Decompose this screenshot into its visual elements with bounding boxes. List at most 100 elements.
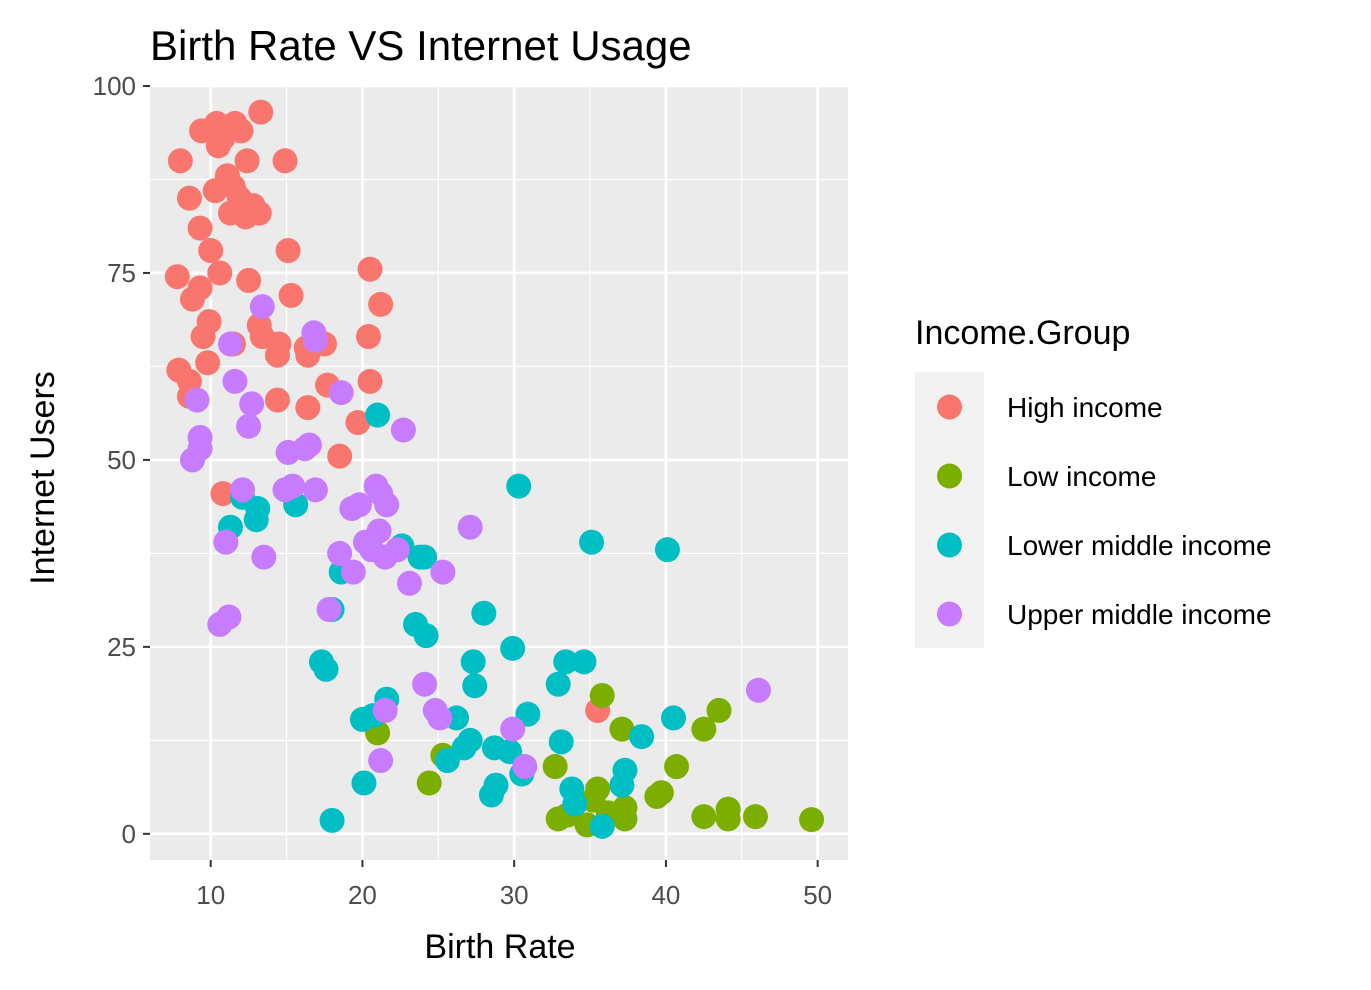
scatter-point: [629, 724, 655, 750]
scatter-point: [457, 514, 483, 540]
y-tick-label: 100: [93, 71, 136, 101]
scatter-point: [462, 673, 488, 699]
x-tick-label: 50: [803, 880, 832, 910]
scatter-point: [430, 559, 456, 585]
scatter-point: [357, 256, 383, 282]
scatter-point: [243, 507, 269, 533]
scatter-point: [249, 294, 275, 320]
scatter-point: [390, 417, 416, 443]
x-tick-label: 20: [348, 880, 377, 910]
scatter-point: [545, 671, 571, 697]
scatter-point: [500, 716, 526, 742]
scatter-point: [233, 204, 259, 230]
scatter-point: [195, 350, 221, 376]
legend-label: Lower middle income: [1007, 530, 1272, 561]
y-axis: 0 25 50 75 100: [93, 71, 150, 849]
scatter-point: [589, 682, 615, 708]
scatter-point: [327, 540, 353, 566]
scatter-point: [187, 215, 213, 241]
legend-key: [937, 532, 962, 558]
scatter-point: [372, 697, 398, 723]
scatter-point: [427, 705, 453, 731]
x-axis: 10 20 30 40 50: [196, 860, 832, 910]
scatter-point: [275, 238, 301, 264]
scatter-point: [460, 649, 486, 675]
legend-key: [937, 394, 962, 420]
scatter-point: [512, 754, 538, 780]
scatter-point: [346, 492, 372, 518]
scatter-point: [189, 118, 215, 144]
legend-key: [937, 601, 962, 627]
scatter-point: [184, 387, 210, 413]
scatter-point: [553, 649, 579, 675]
scatter-point: [412, 671, 438, 697]
legend: Income.Group High income Low income Lower …: [915, 314, 1272, 648]
scatter-point: [542, 754, 568, 780]
scatter-point: [280, 473, 306, 499]
scatter-point: [251, 544, 277, 570]
scatter-point: [222, 368, 248, 394]
scatter-point: [571, 649, 597, 675]
scatter-point: [239, 391, 265, 417]
scatter-point: [434, 748, 460, 774]
scatter-point: [545, 806, 571, 832]
scatter-point: [319, 807, 345, 833]
scatter-point: [164, 264, 190, 290]
legend-title: Income.Group: [915, 314, 1130, 352]
scatter-point: [609, 772, 635, 798]
scatter-point: [412, 544, 438, 570]
scatter-point: [706, 697, 732, 723]
scatter-point: [416, 770, 442, 796]
scatter-point: [644, 783, 670, 809]
scatter-point: [316, 596, 342, 622]
scatter-point: [302, 477, 328, 503]
scatter-point: [313, 656, 339, 682]
scatter-point: [213, 529, 239, 555]
scatter-point: [328, 380, 354, 406]
scatter-point: [351, 770, 377, 796]
legend-label: Upper middle income: [1007, 599, 1272, 630]
scatter-point: [715, 806, 741, 832]
scatter-point: [205, 133, 231, 159]
scatter-point: [236, 413, 262, 439]
y-axis-title: Internet Users: [24, 371, 62, 585]
scatter-point: [365, 402, 391, 428]
scatter-point: [609, 716, 635, 742]
scatter-point: [368, 291, 394, 317]
scatter-point: [384, 537, 410, 563]
scatter-point: [340, 559, 366, 585]
scatter-point: [366, 518, 392, 544]
scatter-point: [585, 776, 611, 802]
scatter-point: [302, 327, 328, 353]
scatter-point: [742, 804, 768, 830]
scatter-point: [745, 677, 771, 703]
legend-key: [937, 463, 962, 489]
scatter-point: [236, 267, 262, 293]
scatter-point: [691, 716, 717, 742]
scatter-point: [471, 600, 497, 626]
legend-items: High income Low income Lower middle income…: [937, 392, 1272, 630]
scatter-point: [190, 324, 216, 350]
scatter-point: [356, 324, 382, 350]
scatter-point: [167, 148, 193, 174]
legend-label: High income: [1007, 392, 1163, 423]
scatter-point: [295, 395, 321, 421]
scatter-point: [248, 99, 274, 125]
scatter-point: [296, 432, 322, 458]
scatter-point: [799, 807, 825, 833]
x-tick-label: 10: [196, 880, 225, 910]
x-axis-title: Birth Rate: [424, 928, 575, 966]
x-tick-label: 30: [500, 880, 529, 910]
scatter-point: [327, 443, 353, 469]
data-points: [164, 99, 825, 839]
legend-label: Low income: [1007, 461, 1156, 492]
scatter-point: [589, 813, 615, 839]
scatter-point: [230, 477, 256, 503]
scatter-point: [272, 148, 298, 174]
x-tick-label: 40: [651, 880, 680, 910]
scatter-point: [548, 729, 574, 755]
chart-title: Birth Rate VS Internet Usage: [150, 22, 692, 69]
scatter-point: [413, 623, 439, 649]
scatter-point: [264, 387, 290, 413]
